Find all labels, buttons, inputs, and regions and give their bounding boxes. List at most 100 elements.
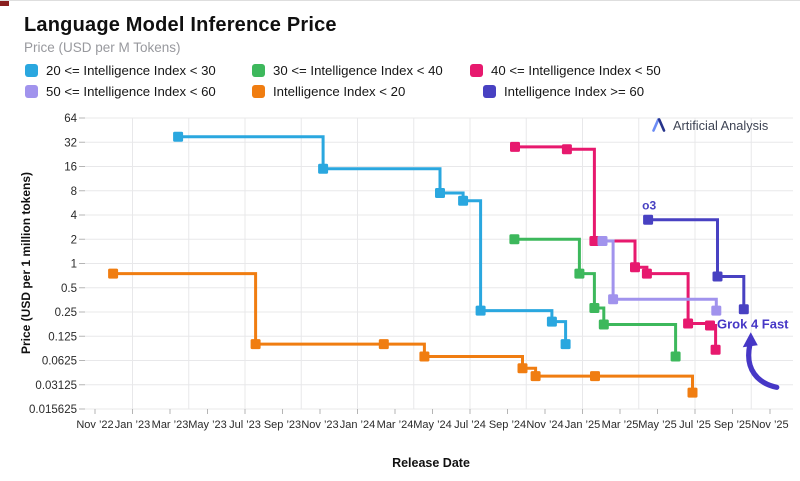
legend-swatch-icon — [25, 64, 38, 77]
x-tick-label: Nov ’22 — [76, 419, 113, 431]
data-point-marker[interactable] — [711, 305, 722, 316]
data-point-marker[interactable] — [683, 318, 694, 329]
y-tick-label: 1 — [71, 259, 77, 271]
data-point-marker[interactable] — [530, 371, 541, 382]
legend-item-2[interactable]: 30 <= Intelligence Index < 40 — [252, 63, 443, 78]
data-point-marker[interactable] — [670, 351, 681, 362]
series-3 — [510, 141, 721, 355]
x-tick-label: Nov ’23 — [301, 419, 338, 431]
data-point-marker[interactable] — [419, 351, 430, 362]
corner-flag — [0, 1, 9, 6]
legend-row-2: 50 <= Intelligence Index < 60 Intelligenc… — [25, 84, 785, 104]
data-point-marker[interactable] — [435, 188, 445, 198]
legend-label: 50 <= Intelligence Index < 60 — [46, 84, 216, 99]
y-tick-label: 2 — [71, 234, 77, 246]
y-tick-label: 0.03125 — [35, 380, 77, 392]
data-point-marker[interactable] — [108, 268, 119, 279]
data-point-marker[interactable] — [475, 305, 486, 316]
legend-label: Intelligence Index >= 60 — [504, 84, 645, 99]
x-tick-label: Jul ’23 — [229, 419, 261, 431]
y-tick-label: 64 — [64, 113, 77, 125]
legend-swatch-icon — [252, 64, 265, 77]
x-tick-label: Sep ’25 — [714, 419, 751, 431]
data-point-marker[interactable] — [546, 316, 557, 327]
data-point-marker[interactable] — [589, 236, 600, 246]
data-point-marker[interactable] — [318, 163, 329, 174]
x-tick-label: Nov ’25 — [751, 419, 788, 431]
series-2 — [509, 234, 681, 362]
data-point-marker[interactable] — [517, 363, 528, 374]
legend-label: Intelligence Index < 20 — [273, 84, 406, 99]
data-point-marker[interactable] — [608, 294, 619, 305]
grid-layer — [85, 117, 793, 410]
artificial-analysis-logo-icon — [652, 118, 666, 132]
data-point-marker[interactable] — [250, 339, 261, 350]
data-point-marker[interactable] — [509, 234, 520, 245]
legend-row-1: 20 <= Intelligence Index < 30 30 <= Intel… — [25, 63, 785, 83]
y-tick-label: 0.125 — [48, 331, 77, 343]
series-line — [178, 135, 568, 345]
legend-swatch-icon — [25, 85, 38, 98]
data-point-marker[interactable] — [738, 304, 749, 315]
legend-item-6[interactable]: Intelligence Index >= 60 — [483, 84, 644, 99]
data-point-marker[interactable] — [712, 271, 723, 282]
x-tick-label: Sep ’24 — [489, 419, 526, 431]
series-6 — [643, 214, 749, 315]
data-point-marker[interactable] — [641, 268, 652, 279]
x-tick-label: Mar ’25 — [602, 419, 639, 431]
legend-item-3[interactable]: 40 <= Intelligence Index < 50 — [470, 63, 661, 78]
data-point-marker[interactable] — [510, 141, 520, 152]
watermark: Artificial Analysis — [651, 117, 768, 133]
page-subtitle: Price (USD per M Tokens) — [24, 40, 181, 55]
page-title: Language Model Inference Price — [24, 14, 337, 36]
legend-item-1[interactable]: 20 <= Intelligence Index < 30 — [25, 63, 216, 78]
legend-label: 40 <= Intelligence Index < 50 — [491, 63, 661, 78]
data-point-marker[interactable] — [687, 387, 698, 398]
data-point-marker[interactable] — [378, 339, 389, 350]
legend-swatch-icon — [252, 85, 265, 98]
data-point-marker[interactable] — [561, 144, 572, 155]
data-point-marker[interactable] — [630, 262, 640, 273]
y-tick-label: 16 — [64, 162, 77, 174]
y-tick-label: 32 — [64, 137, 77, 149]
data-point-marker[interactable] — [705, 320, 715, 331]
axis-layer: 64 32 16 8 4 2 1 0.5 0.25 0.125 0.0625 0.03125 0.015… — [29, 113, 789, 431]
data-point-marker[interactable] — [458, 195, 469, 206]
data-point-marker[interactable] — [574, 268, 585, 279]
data-point-marker[interactable] — [643, 214, 654, 225]
annotation-label: Grok 4 Fast — [717, 316, 789, 331]
annotation-arrow — [746, 342, 780, 390]
x-tick-label: Jul ’25 — [679, 419, 711, 431]
annotation-layer: o3 Grok 4 Fast — [642, 199, 789, 390]
legend-label: 30 <= Intelligence Index < 40 — [273, 63, 443, 78]
y-tick-label: 0.015625 — [29, 404, 77, 416]
legend-item-4[interactable]: 50 <= Intelligence Index < 60 — [25, 84, 216, 99]
data-point-marker[interactable] — [597, 236, 608, 246]
x-tick-label: Jan ’24 — [340, 419, 375, 431]
y-tick-label: 0.25 — [55, 307, 77, 319]
data-point-marker[interactable] — [560, 339, 571, 350]
legend-label: 20 <= Intelligence Index < 30 — [46, 63, 216, 78]
legend-swatch-icon — [483, 85, 496, 98]
x-tick-label: Jul ’24 — [454, 419, 486, 431]
series-5 — [108, 268, 698, 398]
x-tick-label: May ’25 — [638, 419, 677, 431]
watermark-text: Artificial Analysis — [673, 117, 769, 133]
data-point-marker[interactable] — [710, 344, 721, 355]
y-tick-label: 4 — [71, 210, 78, 222]
data-point-marker[interactable] — [590, 371, 600, 382]
legend-item-5[interactable]: Intelligence Index < 20 — [252, 84, 405, 99]
x-tick-label: Mar ’23 — [152, 419, 189, 431]
x-tick-label: Jan ’25 — [565, 419, 600, 431]
annotation-arrowhead — [742, 332, 758, 348]
series-4 — [597, 236, 722, 316]
legend-swatch-icon — [470, 64, 483, 77]
data-point-marker[interactable] — [173, 131, 184, 142]
series-layer — [108, 131, 749, 398]
x-tick-label: Jan ’23 — [115, 419, 150, 431]
x-tick-label: Sep ’23 — [264, 419, 301, 431]
data-point-marker[interactable] — [598, 319, 609, 330]
data-point-marker[interactable] — [589, 303, 600, 313]
y-tick-label: 0.5 — [61, 283, 77, 295]
y-tick-label: 0.0625 — [42, 356, 77, 368]
